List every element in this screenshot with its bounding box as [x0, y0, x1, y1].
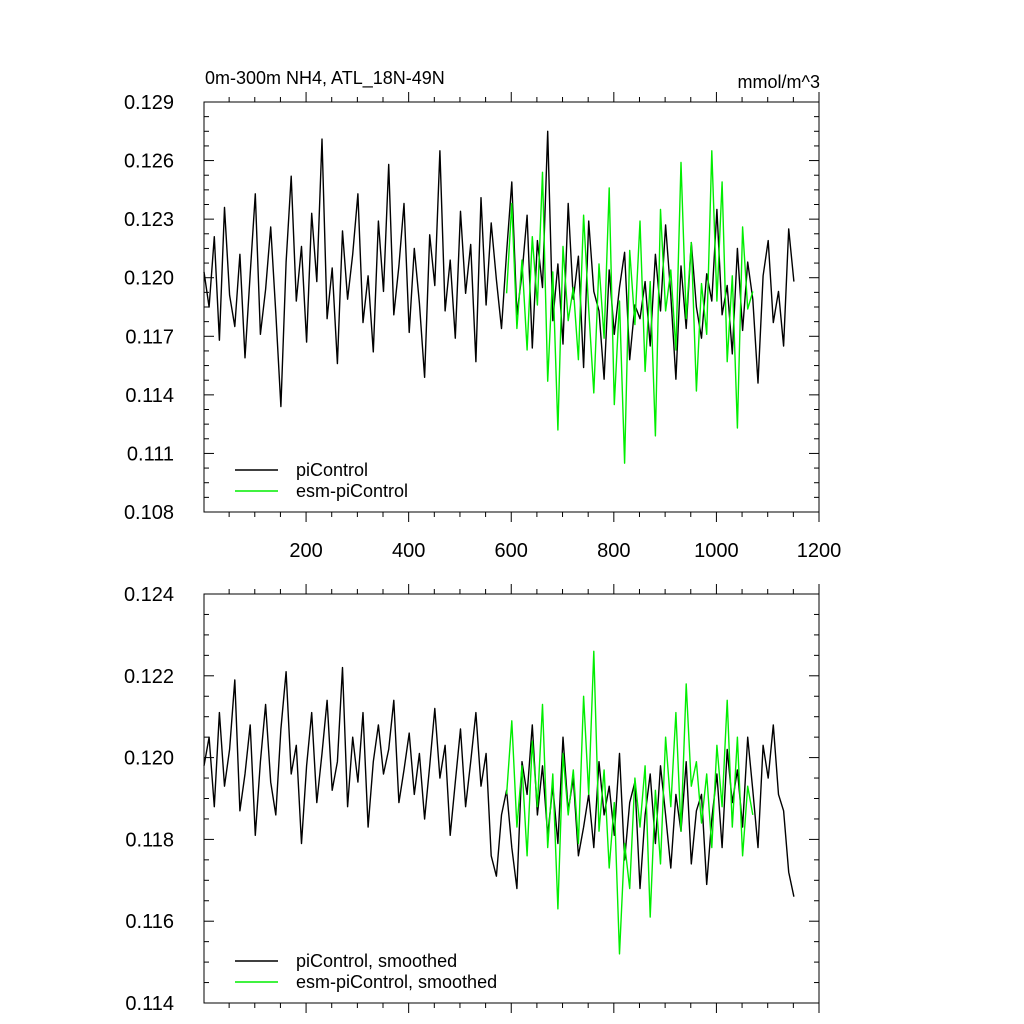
top-x-tick-label: 1000 [694, 540, 739, 562]
bottom-y-tick-label: 0.120 [124, 748, 174, 770]
top-chart-title: 0m-300m NH4, ATL_18N-49N [205, 68, 445, 89]
top-y-tick-label: 0.114 [125, 385, 174, 407]
top-y-tick-label: 0.120 [124, 268, 174, 290]
top-y-tick-label: 0.123 [124, 209, 174, 231]
top-x-tick-label: 800 [597, 540, 630, 562]
top-series-line-1 [505, 150, 754, 464]
bottom-chart-panel: 0.114 0.116 0.118 0.120 0.122 0.124 piControl,… [124, 584, 820, 1015]
bottom-series-line-0 [203, 666, 795, 897]
bottom-y-tick-label: 0.116 [125, 911, 174, 933]
top-legend-label-1: esm-piControl [296, 481, 408, 501]
top-x-tick-label: 400 [392, 540, 425, 562]
top-y-tick-label: 0.117 [125, 326, 174, 348]
top-y-tick-label: 0.108 [124, 502, 174, 524]
top-plot-frame [203, 101, 820, 513]
top-y-tick-label: 0.111 [127, 443, 174, 465]
bottom-y-tick-label: 0.122 [124, 666, 174, 688]
bottom-legend-label-1: esm-piControl, smoothed [296, 972, 497, 992]
top-x-tick-label: 200 [289, 540, 322, 562]
bottom-series-line-1 [505, 650, 754, 955]
bottom-plot-frame [203, 593, 820, 1004]
top-series-line-0 [203, 130, 795, 408]
top-x-tick-label: 600 [495, 540, 528, 562]
bottom-y-tick-label: 0.114 [125, 993, 174, 1015]
top-y-tick-label: 0.126 [124, 151, 174, 173]
top-legend-label-0: piControl [296, 460, 368, 480]
top-chart-units: mmol/m^3 [738, 72, 820, 92]
bottom-legend-label-0: piControl, smoothed [296, 951, 457, 971]
top-chart-panel: 0m-300m NH4, ATL_18N-49N mmol/m^3 0.108 0… [124, 68, 841, 562]
bottom-y-tick-label: 0.118 [125, 829, 174, 851]
bottom-y-tick-label: 0.124 [124, 584, 174, 606]
top-y-tick-label: 0.129 [124, 92, 174, 114]
top-x-tick-label: 1200 [797, 540, 842, 562]
